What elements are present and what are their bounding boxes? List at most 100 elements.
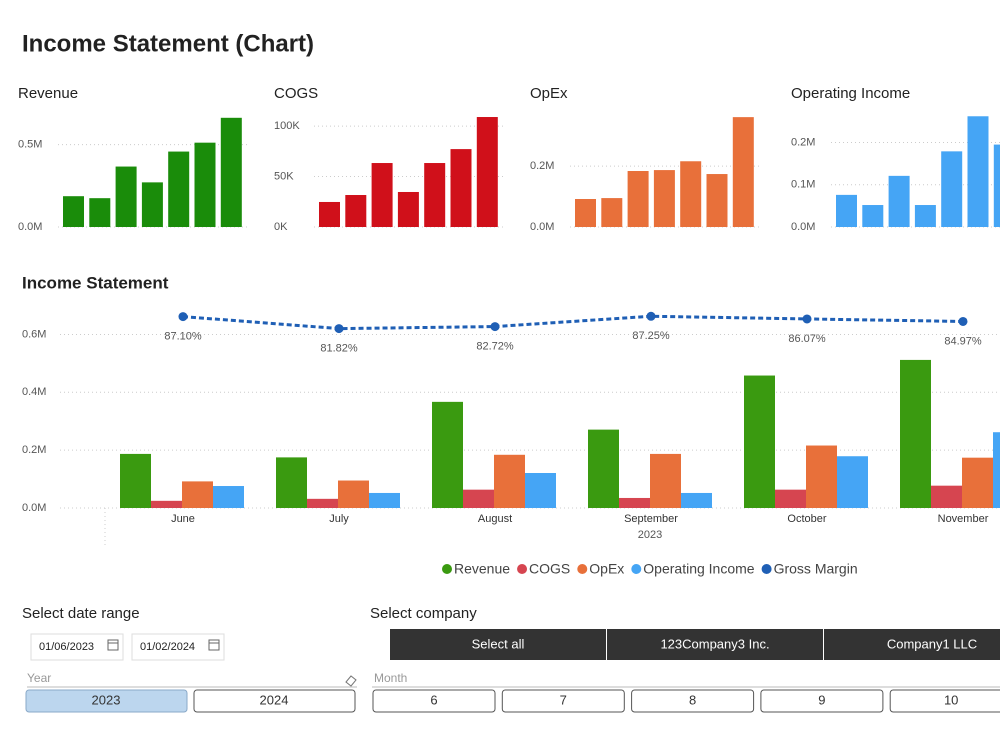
slicer-button[interactable] bbox=[501, 689, 625, 713]
line-point bbox=[334, 324, 344, 334]
slicer-button[interactable] bbox=[889, 689, 1000, 713]
y-tick-label: 0.0M bbox=[18, 221, 42, 233]
slicer-button[interactable] bbox=[193, 689, 356, 713]
y-tick-label: 0.0M bbox=[22, 502, 46, 514]
page-title: Income Statement (Chart) bbox=[22, 30, 314, 57]
slicer-option: 2023 bbox=[92, 692, 121, 707]
bar bbox=[900, 359, 931, 508]
data-label: 87.25% bbox=[632, 330, 670, 342]
y-tick-label: 50K bbox=[274, 170, 294, 182]
slicer-button[interactable] bbox=[25, 689, 188, 713]
x-tick-label: July bbox=[329, 513, 349, 525]
line-point bbox=[646, 311, 656, 321]
slicer-option: 6 bbox=[430, 692, 437, 707]
x-tick-label: August bbox=[478, 513, 512, 525]
bar bbox=[967, 116, 989, 227]
slicer-option: 7 bbox=[560, 692, 567, 707]
line-point bbox=[802, 314, 812, 324]
slicer-option: 8 bbox=[689, 692, 696, 707]
clear-icon[interactable] bbox=[345, 675, 357, 687]
bar bbox=[115, 166, 137, 227]
line-point bbox=[178, 312, 188, 322]
slicer-button[interactable] bbox=[390, 629, 606, 660]
slicer-option: 10 bbox=[944, 692, 958, 707]
slicer-button[interactable] bbox=[824, 629, 1000, 660]
data-label: 87.10% bbox=[164, 331, 202, 343]
slicer-title: Select company bbox=[370, 605, 477, 622]
legend-marker bbox=[631, 564, 642, 574]
bar bbox=[220, 117, 242, 227]
calendar-icon bbox=[208, 639, 220, 651]
bar bbox=[151, 500, 182, 508]
y-tick-label: 0.6M bbox=[22, 328, 46, 340]
bar bbox=[993, 144, 1000, 227]
date-input[interactable] bbox=[30, 633, 124, 661]
slicer-option: 9 bbox=[818, 692, 825, 707]
chart-title: OpEx bbox=[530, 85, 568, 102]
bar bbox=[588, 429, 619, 508]
bar bbox=[307, 498, 338, 508]
legend-marker bbox=[517, 564, 528, 574]
date-end: 01/02/2024 bbox=[140, 641, 195, 653]
legend-label: Revenue bbox=[454, 561, 510, 577]
slicer-button[interactable] bbox=[607, 629, 823, 660]
x-tick-label: November bbox=[938, 513, 989, 525]
bar bbox=[369, 492, 400, 508]
chart-title: COGS bbox=[274, 85, 318, 102]
bar bbox=[931, 485, 962, 508]
bar bbox=[680, 161, 702, 227]
line bbox=[182, 314, 964, 331]
slicer-option: Select all bbox=[472, 636, 525, 651]
bar bbox=[653, 170, 675, 227]
bar bbox=[836, 194, 857, 227]
bar bbox=[601, 198, 623, 227]
y-tick-label: 0.4M bbox=[22, 386, 46, 398]
y-tick-label: 0K bbox=[274, 221, 288, 233]
bar bbox=[941, 151, 963, 227]
bar bbox=[476, 117, 498, 227]
legend-label: OpEx bbox=[589, 561, 624, 577]
bar bbox=[706, 174, 728, 227]
bar bbox=[619, 497, 650, 508]
bar bbox=[914, 205, 936, 227]
chart-title: Income Statement bbox=[22, 273, 169, 292]
slicer-button[interactable] bbox=[760, 689, 884, 713]
bar bbox=[744, 375, 775, 508]
legend-label: Operating Income bbox=[643, 561, 754, 577]
slicer-button[interactable] bbox=[372, 689, 496, 713]
slicer-label: Year bbox=[27, 671, 51, 685]
date-start: 01/06/2023 bbox=[39, 641, 94, 653]
x-tick-label: September bbox=[624, 513, 678, 525]
x-tick-label: October bbox=[787, 513, 826, 525]
slicer-option: Company1 LLC bbox=[887, 636, 977, 651]
bar bbox=[993, 432, 1000, 508]
bar bbox=[837, 456, 868, 508]
line-point bbox=[958, 316, 968, 326]
data-label: 82.72% bbox=[476, 340, 514, 352]
slicer-title: Select date range bbox=[22, 605, 140, 622]
bar bbox=[345, 195, 367, 227]
bar bbox=[319, 201, 340, 227]
bar bbox=[806, 445, 837, 508]
bar bbox=[627, 171, 649, 227]
data-label: 84.97% bbox=[944, 335, 982, 347]
y-tick-label: 0.2M bbox=[22, 444, 46, 456]
slicer-option: 2024 bbox=[260, 692, 289, 707]
y-tick-label: 0.1M bbox=[791, 179, 815, 191]
bar bbox=[450, 149, 472, 227]
data-label: 86.07% bbox=[788, 333, 826, 345]
y-tick-label: 0.2M bbox=[530, 160, 554, 172]
legend-label: Gross Margin bbox=[774, 561, 858, 577]
legend-marker bbox=[577, 564, 588, 574]
bar bbox=[338, 480, 369, 508]
bar bbox=[276, 457, 307, 508]
bar bbox=[681, 492, 712, 508]
y-tick-label: 100K bbox=[274, 120, 300, 132]
bar bbox=[432, 401, 463, 508]
y-tick-label: 0.0M bbox=[530, 221, 554, 233]
calendar-icon bbox=[107, 639, 119, 651]
bar bbox=[141, 182, 163, 227]
slicer-button[interactable] bbox=[631, 689, 755, 713]
x-tick-label: June bbox=[171, 513, 195, 525]
